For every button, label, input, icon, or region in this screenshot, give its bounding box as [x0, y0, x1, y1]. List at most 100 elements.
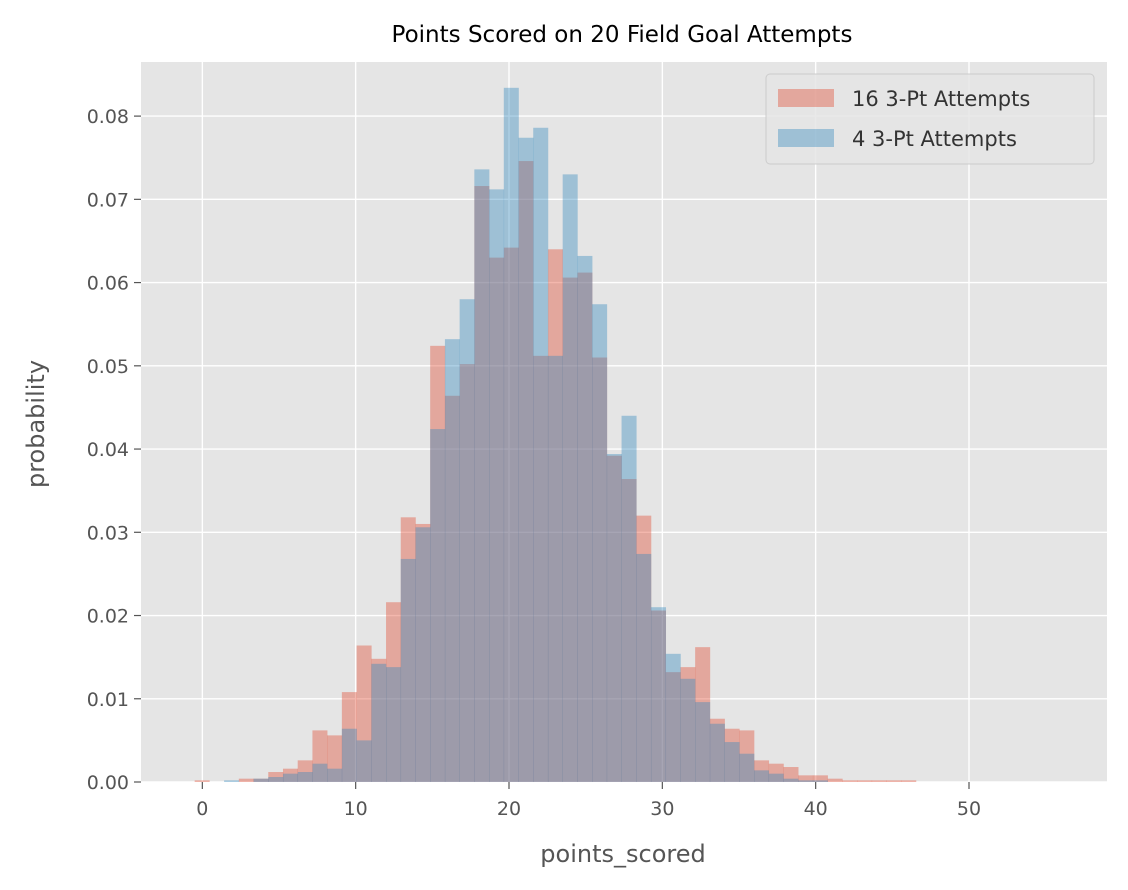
histogram-bar	[871, 780, 887, 782]
legend-swatch-series-2	[778, 129, 834, 147]
histogram-bar	[459, 299, 475, 782]
plot-area-background	[141, 62, 1107, 782]
histogram-bar	[518, 161, 534, 783]
histogram-bar	[562, 277, 578, 782]
histogram-bar	[503, 87, 519, 782]
y-tick-label: 0.02	[87, 606, 129, 628]
histogram-bar	[812, 775, 828, 782]
histogram-bar	[312, 763, 328, 782]
histogram-bar	[253, 778, 269, 782]
histogram-bar	[606, 455, 622, 782]
histogram-bar	[592, 357, 608, 782]
histogram-bar	[901, 780, 917, 782]
histogram-bar	[606, 454, 622, 782]
histogram-bar	[665, 653, 681, 782]
histogram-bar	[282, 768, 299, 782]
legend-label-series-2: 4 3-Pt Attempts	[852, 127, 1017, 151]
x-tick-label: 10	[344, 798, 368, 820]
x-tick-label: 30	[650, 798, 674, 820]
histogram-bar	[400, 517, 416, 782]
histogram-bar	[547, 355, 563, 782]
histogram-bar	[724, 728, 740, 782]
y-tick-label: 0.08	[87, 106, 129, 128]
histogram-bar	[798, 780, 814, 782]
legend-box	[765, 73, 1095, 165]
histogram-bar	[194, 780, 210, 782]
histogram-bar	[268, 772, 284, 782]
legend-swatch-series-1	[778, 89, 834, 107]
histogram-bar	[577, 255, 593, 782]
histogram-bar	[533, 355, 549, 782]
histogram-bar	[665, 672, 681, 782]
histogram-bar	[268, 777, 284, 782]
histogram-bar	[415, 523, 431, 782]
histogram-bar	[636, 515, 652, 782]
x-tick-label: 50	[957, 798, 981, 820]
histogram-bar	[798, 775, 814, 782]
histogram-bar	[636, 553, 652, 782]
histogram-bar	[297, 772, 313, 782]
histogram-bar	[356, 645, 372, 782]
histogram-bar	[356, 740, 372, 782]
histogram-bar	[842, 780, 858, 782]
legend: 16 3-Pt Attempts 4 3-Pt Attempts	[765, 73, 1095, 165]
histogram-bar	[327, 735, 343, 782]
y-tick-label: 0.00	[87, 772, 129, 794]
y-axis-label: probability	[22, 360, 50, 488]
histogram-bar	[386, 602, 402, 782]
histogram-bar	[547, 249, 563, 783]
histogram-bar	[827, 778, 843, 782]
histogram-bar	[533, 127, 549, 783]
histogram-bar	[739, 730, 755, 782]
y-tick-label: 0.06	[87, 273, 129, 295]
histogram-bar	[444, 339, 460, 782]
series-2-bars	[224, 87, 828, 783]
histogram-bar	[695, 702, 711, 782]
series-1-bars	[194, 161, 917, 783]
histogram-bar	[371, 663, 387, 782]
histogram-bar	[562, 174, 578, 783]
histogram-bar	[371, 658, 387, 782]
histogram-bar	[327, 768, 343, 782]
histogram-bar	[709, 723, 725, 782]
histogram-bar	[312, 730, 328, 782]
histogram-bar	[474, 186, 490, 782]
histogram-bar	[253, 778, 269, 782]
histogram-bar	[341, 728, 357, 782]
bars	[194, 87, 917, 783]
gridlines	[141, 62, 1107, 783]
chart-title: Points Scored on 20 Field Goal Attempts	[392, 22, 853, 48]
tick-labels: 0.00 0.01 0.02 0.03 0.04 0.05 0.06 0.07 0.08 0 10 2…	[87, 106, 981, 820]
histogram-bar	[650, 607, 667, 782]
histogram-bar	[282, 773, 299, 782]
y-tick-label: 0.04	[87, 439, 129, 461]
histogram-bar	[238, 778, 254, 782]
histogram-bar	[695, 647, 711, 782]
histogram-bar	[489, 189, 505, 782]
y-tick-label: 0.01	[87, 689, 129, 711]
legend-label-series-1: 16 3-Pt Attempts	[852, 87, 1030, 111]
histogram-bar	[739, 753, 755, 782]
histogram-bar	[768, 763, 784, 782]
histogram-bar	[415, 527, 431, 782]
histogram-bar	[886, 780, 902, 782]
histogram-bar	[444, 395, 460, 782]
histogram-bar	[474, 169, 490, 782]
histogram-bar	[680, 667, 696, 782]
histogram-bar	[577, 272, 593, 782]
histogram-bar	[754, 760, 770, 782]
histogram-bar	[680, 678, 696, 782]
histogram-bar	[783, 778, 799, 782]
histogram-bar	[430, 345, 446, 782]
histogram-bar	[224, 780, 240, 782]
x-tick-label: 20	[497, 798, 521, 820]
histogram-bar	[650, 610, 667, 782]
histogram-bar	[754, 770, 770, 782]
histogram-bar	[857, 780, 873, 782]
histogram-bar	[812, 780, 828, 782]
histogram-bar	[400, 558, 416, 782]
histogram-bar	[724, 742, 740, 782]
histogram-bar	[341, 692, 357, 782]
y-tick-label: 0.07	[87, 189, 129, 211]
